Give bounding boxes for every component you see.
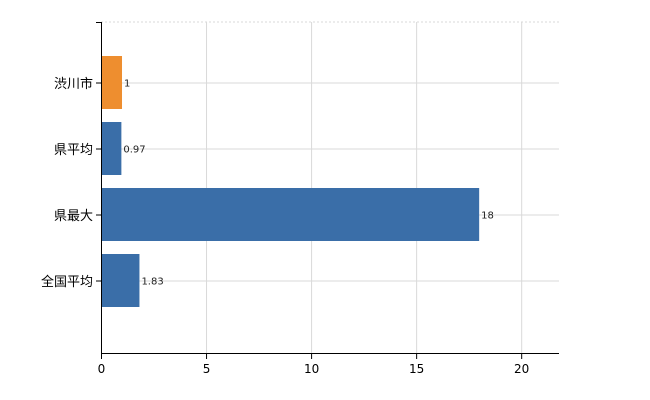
x-tick-label: 10 xyxy=(304,362,319,376)
data-label: 0.97 xyxy=(123,145,145,156)
x-tick-label: 5 xyxy=(203,362,211,376)
y-tick-label: 全国平均 xyxy=(41,274,93,290)
x-tick-label: 0 xyxy=(98,362,106,376)
data-label: 1.83 xyxy=(141,277,163,288)
bar xyxy=(101,188,480,241)
x-tick-label: 15 xyxy=(409,362,424,376)
y-tick-label: 渋川市 xyxy=(54,76,93,92)
grid-layer xyxy=(101,21,559,353)
data-label: 18 xyxy=(481,211,494,222)
data-label: 1 xyxy=(124,79,130,90)
y-tick-label: 県平均 xyxy=(54,143,93,158)
bar xyxy=(101,254,140,307)
bar xyxy=(101,122,122,175)
axes-layer xyxy=(96,22,559,359)
bar xyxy=(101,56,123,109)
x-tick-label: 20 xyxy=(514,362,529,376)
y-tick-label: 県最大 xyxy=(54,209,93,224)
bars-layer xyxy=(101,56,480,307)
